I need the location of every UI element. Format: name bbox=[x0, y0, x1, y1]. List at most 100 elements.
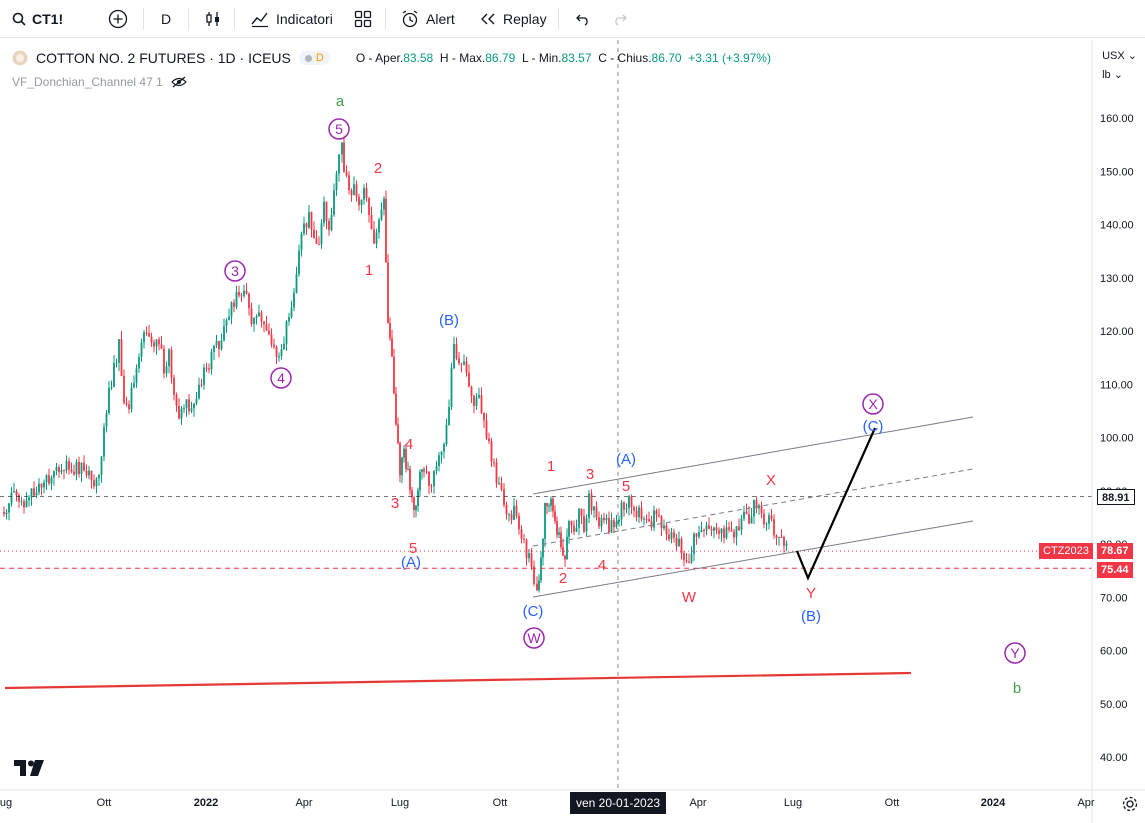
candle-body bbox=[544, 503, 546, 539]
indicator-legend[interactable]: VF_Donchian_Channel 47 1 bbox=[12, 75, 187, 89]
candle-body bbox=[690, 553, 693, 563]
candle-body bbox=[419, 471, 421, 491]
candle-body bbox=[320, 223, 323, 245]
currency-selector[interactable]: USX ⌄ lb ⌄ bbox=[1102, 47, 1137, 85]
symbol-search[interactable]: CT1! bbox=[12, 0, 63, 38]
high-value: 86.79 bbox=[485, 51, 516, 65]
chart-type-button[interactable] bbox=[204, 0, 222, 38]
wave-label: 4 bbox=[405, 436, 413, 453]
candle-body bbox=[243, 290, 245, 296]
candle-body bbox=[218, 340, 220, 350]
candle-body bbox=[378, 219, 380, 233]
layouts-button[interactable] bbox=[354, 0, 372, 38]
candle-body bbox=[383, 198, 385, 210]
open-value: 83.58 bbox=[403, 51, 434, 65]
candle-body bbox=[155, 339, 158, 347]
compare-button[interactable] bbox=[108, 0, 128, 38]
candle-body bbox=[618, 519, 620, 522]
candle-body bbox=[235, 292, 238, 307]
candle-body bbox=[105, 413, 108, 427]
wave-label-circle bbox=[523, 627, 545, 649]
candle-body bbox=[708, 525, 710, 529]
candle-body bbox=[130, 387, 133, 410]
candle-body bbox=[397, 424, 399, 444]
candle-body bbox=[18, 495, 20, 502]
candle-body bbox=[90, 470, 93, 481]
wave-label: 5 bbox=[622, 478, 630, 495]
wave-label: 1 bbox=[547, 458, 555, 475]
candle-body bbox=[653, 510, 655, 528]
candle-body bbox=[85, 470, 88, 476]
candle-body bbox=[160, 344, 163, 349]
crosshair-date-label: ven 20-01-2023 bbox=[570, 792, 667, 814]
candle-body bbox=[680, 538, 683, 554]
candle-body bbox=[293, 292, 295, 308]
candle-body bbox=[546, 503, 548, 506]
symbol-logo-icon bbox=[12, 50, 28, 66]
undo-button[interactable] bbox=[575, 0, 591, 38]
hline-price: 88.91 bbox=[1102, 492, 1130, 504]
hidden-eye-icon[interactable] bbox=[170, 76, 187, 88]
alert-label: Alert bbox=[426, 11, 455, 27]
candle-body bbox=[755, 500, 758, 509]
candle-body bbox=[415, 505, 417, 511]
delay-badge[interactable]: D bbox=[298, 51, 330, 65]
top-toolbar: CT1! D Indicatori Alert Replay bbox=[0, 0, 1145, 38]
candle-body bbox=[648, 519, 650, 522]
unit-label: lb bbox=[1102, 69, 1111, 81]
candle-body bbox=[60, 469, 63, 472]
redo-button[interactable] bbox=[612, 0, 628, 38]
candle-body bbox=[515, 505, 518, 516]
candle-body bbox=[53, 470, 55, 478]
interval-button[interactable]: D bbox=[161, 0, 171, 38]
candle-body bbox=[255, 316, 258, 318]
candle-body bbox=[558, 532, 560, 535]
candle-body bbox=[115, 362, 118, 364]
candle-body bbox=[358, 196, 360, 206]
grid-icon bbox=[354, 10, 372, 28]
currency-code: USX bbox=[1102, 50, 1125, 62]
candle-body bbox=[433, 470, 435, 487]
candle-body bbox=[190, 408, 193, 412]
wave-label: b bbox=[1013, 680, 1021, 697]
candle-body bbox=[208, 368, 210, 370]
candle-body bbox=[145, 332, 148, 334]
candle-body bbox=[295, 274, 298, 293]
candle-body bbox=[783, 537, 785, 546]
candle-body bbox=[425, 471, 428, 473]
candle-body bbox=[153, 342, 155, 347]
candle-body bbox=[423, 469, 425, 472]
alert-button[interactable]: Alert bbox=[400, 0, 455, 38]
candle-body bbox=[538, 580, 540, 591]
x-tick-label: Apr bbox=[1077, 797, 1094, 809]
candle-body bbox=[500, 483, 503, 489]
redline-price: 75.44 bbox=[1101, 564, 1129, 576]
candle-body bbox=[488, 438, 490, 442]
candle-body bbox=[240, 295, 243, 297]
wave-label: (B) bbox=[801, 608, 821, 625]
candle-body bbox=[625, 508, 628, 510]
candles-icon bbox=[206, 12, 219, 26]
candle-body bbox=[350, 190, 353, 195]
candle-body bbox=[233, 302, 235, 307]
candle-body bbox=[389, 323, 391, 339]
candle-body bbox=[140, 342, 143, 358]
candle-body bbox=[63, 469, 65, 471]
high-label: H - Max. bbox=[439, 51, 486, 65]
candle-body bbox=[223, 326, 225, 341]
candle-body bbox=[615, 521, 618, 528]
candle-body bbox=[135, 368, 138, 384]
candle-body bbox=[213, 345, 215, 352]
redo-icon bbox=[615, 14, 627, 26]
candle-body bbox=[411, 490, 413, 498]
candle-body bbox=[5, 512, 8, 515]
candle-body bbox=[580, 508, 583, 516]
indicators-button[interactable]: Indicatori bbox=[250, 0, 333, 38]
candle-body bbox=[387, 262, 389, 324]
replay-button[interactable]: Replay bbox=[479, 0, 547, 38]
chart-settings-button[interactable] bbox=[1121, 795, 1139, 813]
candle-body bbox=[645, 518, 648, 520]
tradingview-logo[interactable] bbox=[14, 760, 46, 781]
candle-body bbox=[566, 536, 568, 560]
